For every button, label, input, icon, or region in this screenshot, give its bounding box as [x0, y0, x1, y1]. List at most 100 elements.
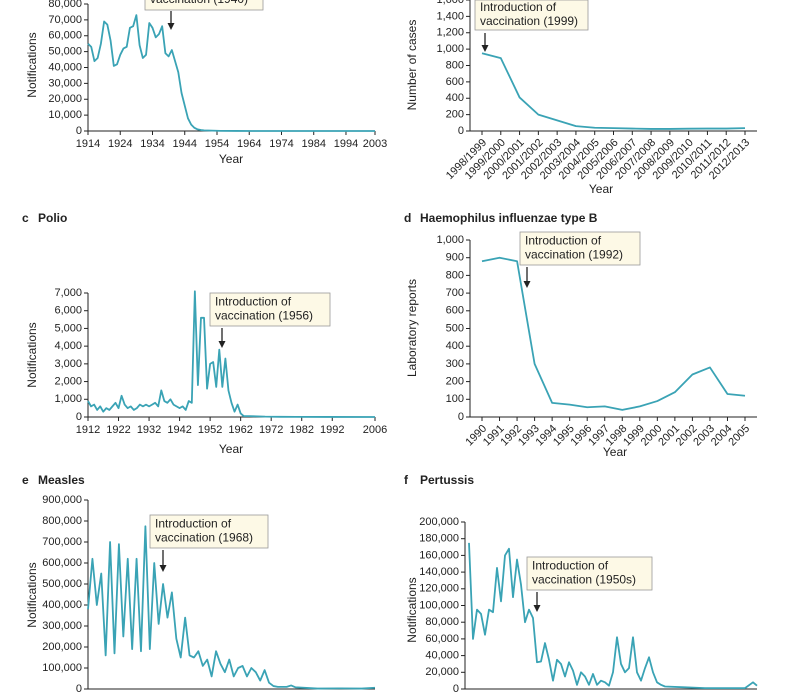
annotation-text: vaccination (1992)	[525, 248, 623, 262]
x-tick-label: 2003	[363, 138, 387, 150]
y-tick-label: 1,400	[436, 10, 464, 22]
y-tick-label: 20,000	[425, 666, 459, 678]
x-tick-label: 1974	[269, 138, 293, 150]
y-tick-label: 60,000	[48, 30, 82, 42]
y-tick-label: 20,000	[48, 93, 82, 105]
x-axis-label: Year	[603, 445, 627, 459]
y-axis-label: Notifications	[25, 322, 39, 387]
y-tick-label: 600	[446, 76, 464, 88]
y-tick-label: 900	[446, 252, 464, 264]
y-tick-label: 800	[446, 269, 464, 281]
x-axis-label: Year	[219, 442, 243, 456]
x-tick-label: 1982	[289, 424, 313, 436]
annotation-box	[526, 556, 653, 591]
x-tick-label: 1972	[259, 424, 283, 436]
y-tick-label: 6,000	[54, 305, 82, 317]
panel-title: Measles	[38, 473, 85, 487]
y-axis-label: Notifications	[405, 577, 419, 642]
y-tick-label: 800,000	[42, 515, 82, 527]
x-tick-label: 1954	[205, 138, 229, 150]
annotation-text: vaccination (1999)	[480, 14, 578, 28]
y-tick-label: 7,000	[54, 287, 82, 299]
y-tick-label: 200,000	[419, 516, 459, 528]
y-tick-label: 1,000	[436, 43, 464, 55]
y-tick-label: 500,000	[42, 578, 82, 590]
y-tick-label: 100,000	[42, 662, 82, 674]
y-tick-label: 5,000	[54, 322, 82, 334]
data-line	[87, 14, 375, 132]
annotation-text: Introduction of	[532, 559, 609, 573]
y-tick-label: 2,000	[54, 375, 82, 387]
data-line	[87, 290, 376, 418]
y-tick-label: 200	[446, 109, 464, 121]
data-line	[87, 525, 376, 690]
panel-label: d	[404, 211, 411, 225]
y-tick-label: 400,000	[42, 599, 82, 611]
y-tick-label: 600,000	[42, 557, 82, 569]
panel-title: Haemophilus influenzae type B	[420, 211, 598, 225]
x-tick-label: 1922	[106, 424, 130, 436]
y-tick-label: 40,000	[425, 650, 459, 662]
y-tick-label: 100,000	[419, 599, 459, 611]
y-tick-label: 300,000	[42, 620, 82, 632]
y-tick-label: 400	[446, 92, 464, 104]
annotation-text: Introduction of	[525, 234, 602, 248]
y-tick-label: 0	[458, 411, 464, 423]
y-tick-label: 200,000	[42, 641, 82, 653]
y-tick-label: 180,000	[419, 533, 459, 545]
y-tick-label: 700	[446, 287, 464, 299]
y-tick-label: 1,600	[436, 0, 464, 6]
annotation-arrowhead	[218, 341, 226, 348]
y-tick-label: 0	[453, 683, 459, 695]
annotation-text: Introduction of	[215, 295, 292, 309]
annotation-arrowhead	[523, 281, 531, 288]
y-tick-label: 10,000	[48, 109, 82, 121]
x-tick-label: 1932	[137, 424, 161, 436]
y-tick-label: 40,000	[48, 61, 82, 73]
annotation-arrowhead	[167, 23, 175, 30]
annotation-box	[209, 292, 331, 327]
y-axis-label: Laboratory reports	[405, 279, 419, 377]
annotation-arrowhead	[159, 565, 167, 572]
data-line	[468, 542, 758, 690]
y-tick-label: 200	[446, 376, 464, 388]
x-axis-label: Year	[589, 182, 613, 196]
y-tick-label: 1,000	[436, 234, 464, 246]
x-tick-label: 1924	[108, 138, 132, 150]
y-tick-label: 80,000	[48, 0, 82, 10]
y-tick-label: 100	[446, 393, 464, 405]
annotation-box	[144, 0, 264, 11]
y-axis-label: Notifications	[25, 32, 39, 97]
x-tick-label: 1952	[198, 424, 222, 436]
y-tick-label: 80,000	[425, 616, 459, 628]
x-tick-label: 2005	[726, 423, 752, 449]
y-axis-label: Number of cases	[405, 20, 419, 111]
annotation-arrowhead	[533, 605, 541, 612]
x-tick-label: 1994	[334, 138, 358, 150]
data-line	[481, 256, 746, 411]
x-tick-label: 1992	[320, 424, 344, 436]
y-tick-label: 800	[446, 59, 464, 71]
annotation-text: vaccination (1940)	[150, 0, 248, 6]
y-tick-label: 30,000	[48, 77, 82, 89]
annotation-box	[149, 514, 269, 549]
panel-label: c	[22, 211, 29, 225]
annotation-text: Introduction of	[480, 0, 557, 14]
annotation-box	[519, 231, 641, 266]
annotation-text: vaccination (1968)	[155, 531, 253, 545]
y-tick-label: 0	[458, 125, 464, 137]
panel-title: Polio	[38, 211, 67, 225]
y-tick-label: 400	[446, 340, 464, 352]
y-tick-label: 900,000	[42, 494, 82, 506]
x-tick-label: 1934	[140, 138, 164, 150]
y-tick-label: 700,000	[42, 536, 82, 548]
annotation-text: vaccination (1956)	[215, 309, 313, 323]
y-tick-label: 500	[446, 322, 464, 334]
x-axis-label: Year	[219, 152, 243, 166]
x-tick-label: 1964	[237, 138, 261, 150]
panel-label: e	[22, 473, 29, 487]
y-axis-label: Notifications	[25, 562, 39, 627]
y-tick-label: 300	[446, 358, 464, 370]
y-tick-label: 140,000	[419, 566, 459, 578]
